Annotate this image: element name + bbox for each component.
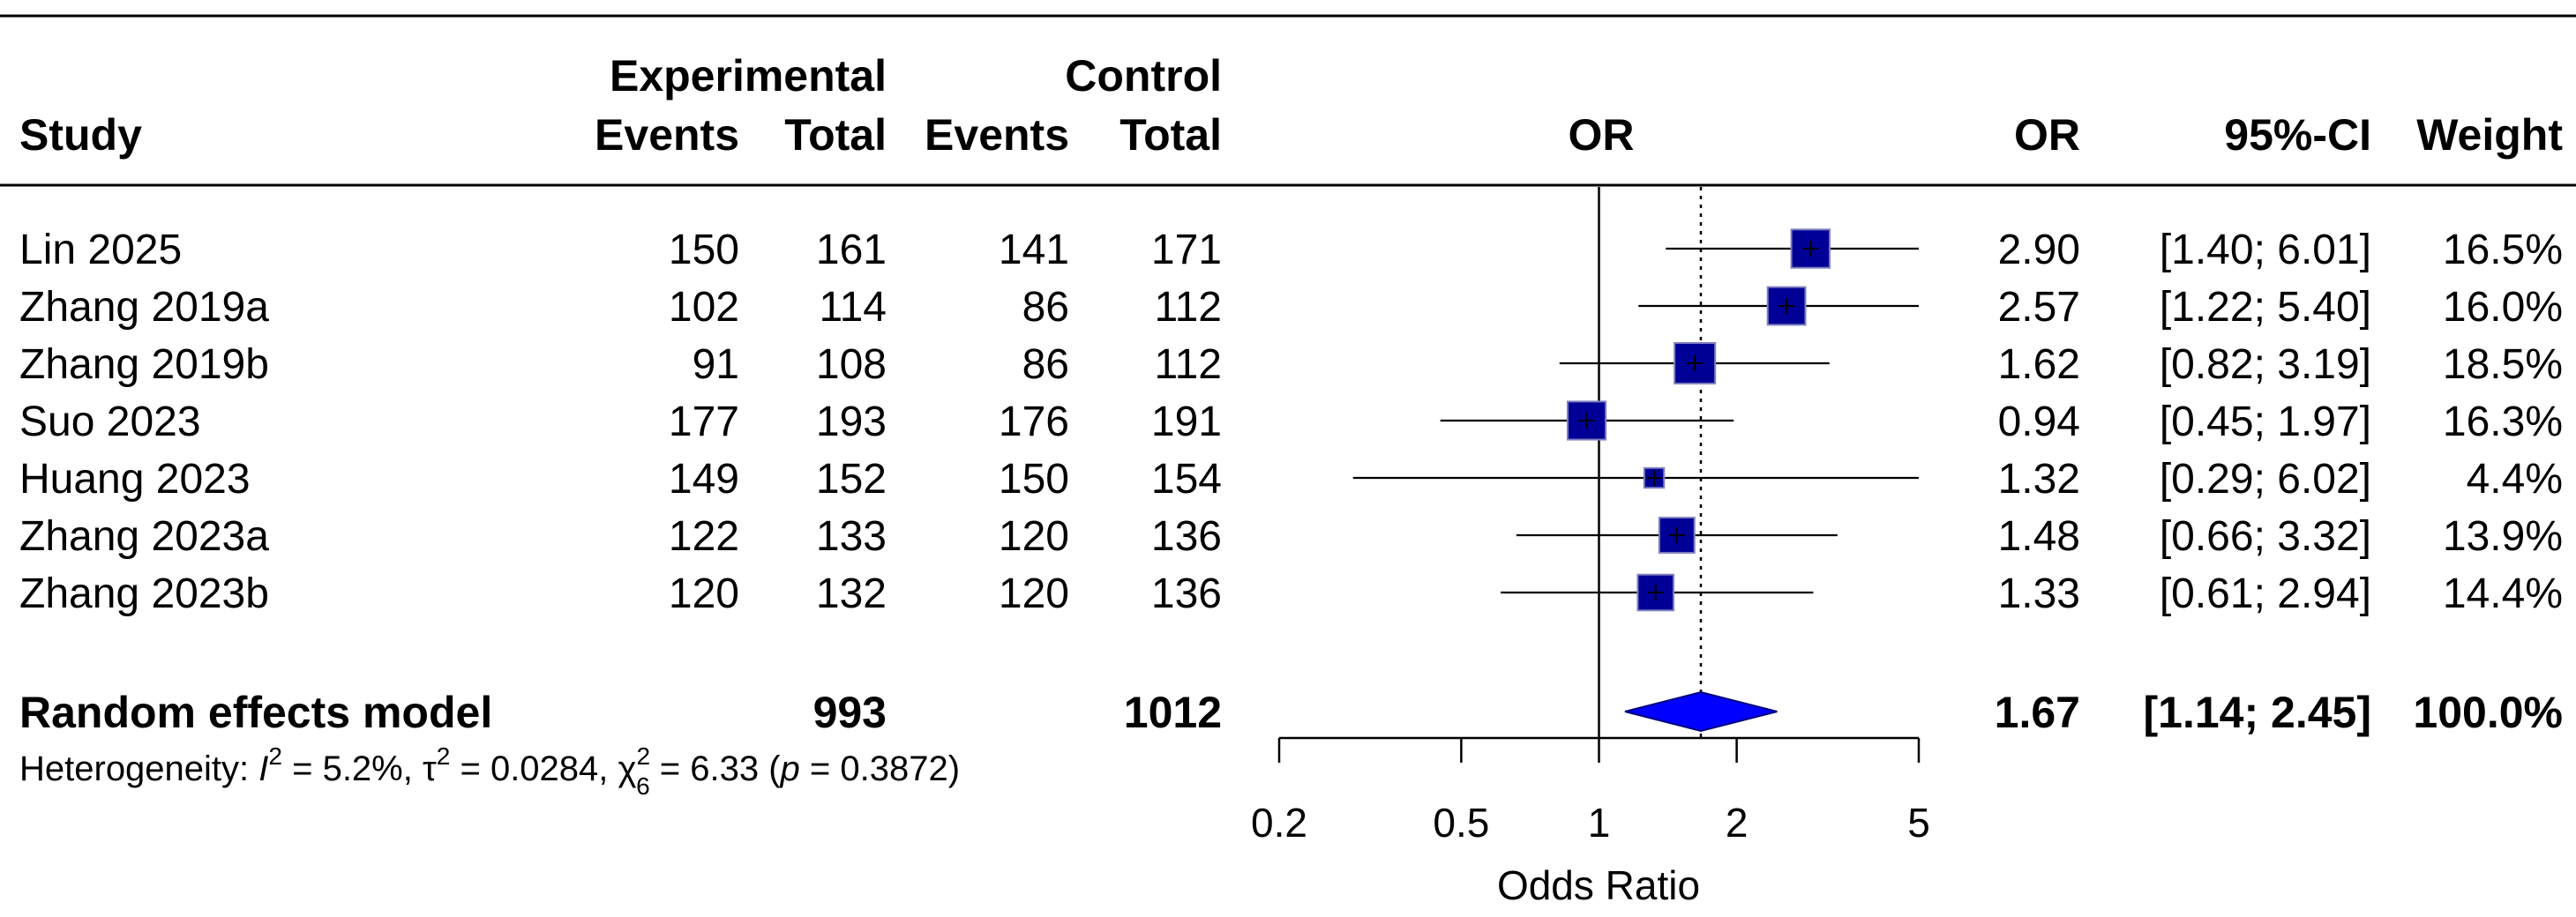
ctrl-events: 86	[1022, 341, 1069, 388]
study-or: 1.32	[1998, 456, 2080, 503]
ctrl-events: 150	[999, 456, 1069, 503]
table-row: Zhang 2019b 91 108 86 112 1.62 [0.82; 3.19] 18.…	[19, 341, 2563, 388]
table-row: Zhang 2023a 122 133 120 136 1.48 [0.66; 3.32] 1…	[19, 513, 2563, 560]
ctrl-total: 171	[1151, 227, 1222, 273]
study-or: 1.33	[1998, 570, 2080, 617]
study-ci: [0.66; 3.32]	[2160, 513, 2371, 560]
header-ci: 95%-CI	[2224, 110, 2371, 160]
table-row: Zhang 2023b 120 132 120 136 1.33 [0.61; 2.94] 1…	[19, 570, 2563, 617]
study-weight: 16.5%	[2443, 227, 2563, 273]
ctrl-events: 141	[999, 227, 1069, 273]
pooled-weight: 100.0%	[2413, 688, 2563, 737]
pooled-exp-total: 993	[813, 688, 887, 737]
study-weight: 18.5%	[2443, 341, 2563, 388]
study-name: Huang 2023	[19, 456, 251, 503]
study-ci: [1.40; 6.01]	[2160, 227, 2371, 273]
pooled-ctrl-total: 1012	[1124, 688, 1222, 737]
pooled-or: 1.67	[1995, 688, 2080, 737]
study-ci: [0.45; 1.97]	[2160, 399, 2371, 445]
table-row: Huang 2023 149 152 150 154 1.32 [0.29; 6.02] 4.…	[19, 456, 2563, 503]
header-ctrl-events: Events	[925, 110, 1069, 160]
exp-total: 132	[816, 570, 887, 617]
x-tick-label: 0.5	[1433, 800, 1489, 846]
study-ci: [0.82; 3.19]	[2160, 341, 2371, 388]
exp-total: 133	[816, 513, 887, 560]
header-plot-or: OR	[1569, 110, 1635, 160]
ctrl-events: 176	[999, 399, 1069, 445]
exp-total: 161	[816, 227, 887, 273]
exp-events: 177	[669, 399, 739, 445]
study-or: 0.94	[1998, 399, 2080, 445]
pooled-diamond	[1624, 690, 1778, 733]
header-study: Study	[19, 110, 142, 160]
ctrl-total: 136	[1151, 513, 1222, 560]
header-exp-total: Total	[784, 110, 887, 160]
exp-events: 120	[669, 570, 739, 617]
header-control: Control	[1065, 51, 1222, 101]
x-tick-label: 1	[1588, 800, 1611, 846]
ctrl-total: 154	[1151, 456, 1222, 503]
header-ctrl-total: Total	[1120, 110, 1222, 160]
x-axis-label: Odds Ratio	[1497, 862, 1700, 908]
exp-events: 102	[669, 284, 739, 331]
x-tick-label: 5	[1907, 800, 1930, 846]
study-or: 1.48	[1998, 513, 2080, 560]
heterogeneity-text: Heterogeneity: I2 = 5.2%, τ2 = 0.0284, χ…	[19, 742, 960, 800]
study-weight: 16.0%	[2443, 284, 2563, 331]
study-name: Zhang 2023b	[19, 570, 269, 617]
table-row: Lin 2025 150 161 141 171 2.90 [1.40; 6.01] 16.5…	[19, 227, 2563, 273]
study-name: Zhang 2023a	[19, 513, 269, 560]
study-weight: 16.3%	[2443, 399, 2563, 445]
header-experimental: Experimental	[610, 51, 887, 101]
exp-events: 149	[669, 456, 739, 503]
study-ci: [0.61; 2.94]	[2160, 570, 2371, 617]
exp-total: 193	[816, 399, 887, 445]
table-row: Suo 2023 177 193 176 191 0.94 [0.45; 1.97] 16.3…	[19, 399, 2563, 445]
table-row: Zhang 2019a 102 114 86 112 2.57 [1.22; 5.40] 16…	[19, 284, 2563, 331]
ctrl-total: 136	[1151, 570, 1222, 617]
study-ci: [1.22; 5.40]	[2160, 284, 2371, 331]
effect-box	[1566, 400, 1607, 441]
exp-events: 122	[669, 513, 739, 560]
study-ci: [0.29; 6.02]	[2160, 456, 2371, 503]
header-or: OR	[2014, 110, 2080, 160]
study-name: Lin 2025	[19, 227, 182, 273]
ctrl-total: 112	[1154, 284, 1222, 331]
study-or: 2.57	[1998, 284, 2080, 331]
x-tick-label: 2	[1726, 800, 1749, 846]
study-name: Zhang 2019b	[19, 341, 269, 388]
ctrl-events: 120	[999, 570, 1069, 617]
ctrl-events: 120	[999, 513, 1069, 560]
exp-events: 150	[669, 227, 739, 273]
plot-area: 0.2 0.5 1 2 5	[1251, 187, 1930, 846]
exp-total: 108	[816, 341, 887, 388]
pooled-ci: [1.14; 2.45]	[2144, 688, 2371, 737]
study-rows: Lin 2025 150 161 141 171 2.90 [1.40; 6.01] 16.5…	[19, 227, 2563, 617]
exp-total: 152	[816, 456, 887, 503]
study-or: 2.90	[1998, 227, 2080, 273]
ctrl-events: 86	[1022, 284, 1069, 331]
pooled-name: Random effects model	[19, 688, 492, 737]
x-tick-label: 0.2	[1251, 800, 1307, 846]
header-exp-events: Events	[595, 110, 739, 160]
ctrl-total: 112	[1154, 341, 1222, 388]
study-name: Suo 2023	[19, 399, 201, 445]
study-weight: 14.4%	[2443, 570, 2563, 617]
study-name: Zhang 2019a	[19, 284, 269, 331]
ctrl-total: 191	[1151, 399, 1222, 445]
study-weight: 4.4%	[2467, 456, 2563, 503]
study-or: 1.62	[1998, 341, 2080, 388]
exp-total: 114	[819, 284, 887, 331]
header-weight: Weight	[2416, 110, 2563, 160]
study-weight: 13.9%	[2443, 513, 2563, 560]
exp-events: 91	[693, 341, 739, 388]
